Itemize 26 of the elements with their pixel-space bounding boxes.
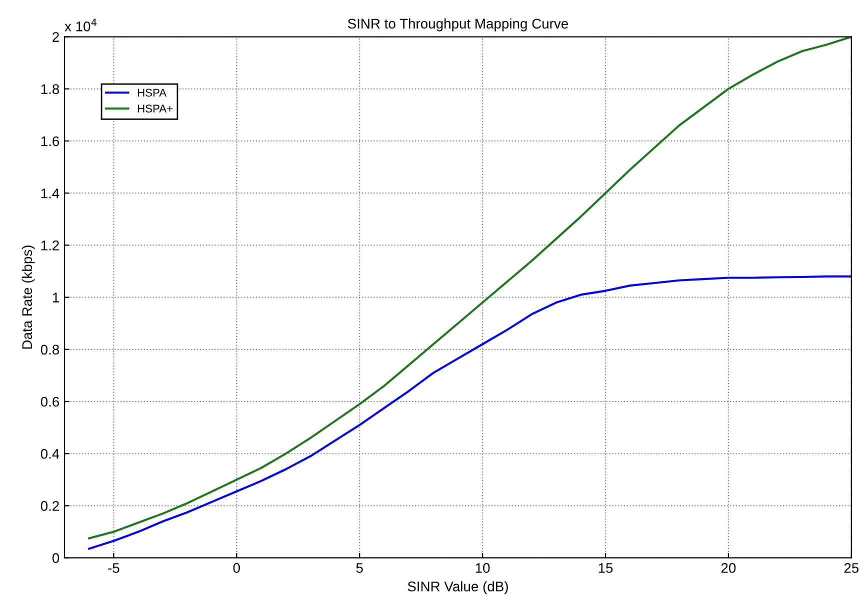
y-tick-label: 1.6 xyxy=(41,136,60,146)
x-tick-label: 5 xyxy=(356,563,363,573)
x-tick-label: 20 xyxy=(721,563,736,573)
chart-title: SINR to Throughput Mapping Curve xyxy=(348,18,568,32)
x-axis-title: SINR Value (dB) xyxy=(408,581,508,594)
x-tick-label: 25 xyxy=(844,563,859,573)
x-tick-label: 15 xyxy=(598,563,613,573)
x-tick-label: 0 xyxy=(233,563,240,573)
line-series xyxy=(88,36,852,540)
x-tick-label: -5 xyxy=(108,563,120,573)
y-axis-title: Data Rate (kbps) xyxy=(22,246,35,349)
text: x 10$^{4}$ xyxy=(64,18,97,32)
y-tick-label: 1.4 xyxy=(41,188,60,198)
legend-label: HSPA xyxy=(138,88,167,97)
y-tick-label: 0.8 xyxy=(40,344,60,355)
y-tick-label: 0 xyxy=(52,553,60,563)
y-tick-label: 0.6 xyxy=(40,396,60,407)
line-series xyxy=(88,275,852,550)
legend-label: HSPA+ xyxy=(138,104,172,113)
y-tick-label: 1 xyxy=(52,292,59,302)
y-tick-label: 1.8 xyxy=(41,84,60,94)
y-tick-label: 1.2 xyxy=(41,240,59,250)
y-tick-label: 0.2 xyxy=(40,501,59,511)
y-tick-label: 0.4 xyxy=(40,448,60,459)
x-tick-label: 10 xyxy=(476,563,490,573)
y-tick-label: 2 xyxy=(52,32,59,42)
